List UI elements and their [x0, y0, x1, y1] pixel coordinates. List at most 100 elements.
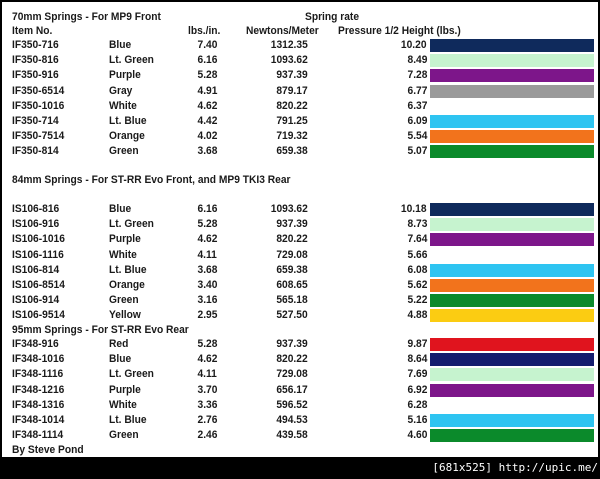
color-swatch: [430, 130, 594, 143]
item-number: IS106-814: [12, 264, 60, 276]
color-swatch: [430, 414, 594, 427]
spring-color-name: Green: [109, 294, 139, 306]
rate-newtons-m: 729.08: [276, 249, 308, 261]
spring-color-name: Orange: [109, 279, 145, 291]
rate-newtons-m: 937.39: [276, 69, 308, 81]
spring-color-name: Lt. Green: [109, 368, 154, 380]
pressure-half-height: 5.22: [407, 294, 427, 306]
item-number: IF350-916: [12, 69, 59, 81]
rate-newtons-m: 937.39: [276, 218, 308, 230]
item-number: IS106-9514: [12, 309, 65, 321]
rate-newtons-m: 659.38: [276, 145, 308, 157]
pressure-half-height: 4.60: [407, 429, 427, 441]
item-number: IF350-6514: [12, 85, 65, 97]
rate-newtons-m: 791.25: [276, 115, 308, 127]
color-swatch: [430, 338, 594, 351]
spring-color-name: White: [109, 100, 137, 112]
spring-color-name: Purple: [109, 384, 141, 396]
pressure-half-height: 6.09: [407, 115, 427, 127]
rate-lbs-in: 4.91: [197, 85, 217, 97]
pressure-half-height: 6.08: [407, 264, 427, 276]
rate-lbs-in: 3.68: [197, 264, 217, 276]
color-swatch: [430, 115, 594, 128]
color-swatch: [430, 264, 594, 277]
color-swatch: [430, 85, 594, 98]
rate-newtons-m: 656.17: [276, 384, 308, 396]
rate-lbs-in: 3.16: [197, 294, 217, 306]
section-title: 70mm Springs - For MP9 Front: [12, 11, 161, 23]
author-credit: By Steve Pond: [12, 444, 84, 456]
pressure-half-height: 5.16: [407, 414, 427, 426]
color-swatch: [430, 69, 594, 82]
rate-newtons-m: 1312.35: [271, 39, 308, 51]
spring-color-name: Lt. Green: [109, 218, 154, 230]
color-swatch: [430, 233, 594, 246]
rate-lbs-in: 4.62: [197, 100, 217, 112]
spring-color-name: Green: [109, 145, 139, 157]
rate-newtons-m: 1093.62: [271, 203, 308, 215]
rate-lbs-in: 3.36: [197, 399, 217, 411]
rate-newtons-m: 820.22: [276, 353, 308, 365]
item-number: IF350-7514: [12, 130, 65, 142]
pressure-half-height: 5.62: [407, 279, 427, 291]
pressure-half-height: 8.73: [407, 218, 427, 230]
rate-lbs-in: 5.28: [197, 218, 217, 230]
pressure-half-height: 9.87: [407, 338, 427, 350]
item-number: IF348-916: [12, 338, 59, 350]
rate-newtons-m: 608.65: [276, 279, 308, 291]
color-swatch: [430, 429, 594, 442]
pressure-half-height: 5.07: [407, 145, 427, 157]
item-number: IF348-1116: [12, 368, 64, 380]
item-number: IS106-8514: [12, 279, 65, 291]
color-swatch: [430, 294, 594, 307]
rate-newtons-m: 729.08: [276, 368, 308, 380]
rate-newtons-m: 494.53: [276, 414, 308, 426]
rate-lbs-in: 4.11: [197, 249, 217, 261]
spring-color-name: Red: [109, 338, 129, 350]
col-header-newtons: Newtons/Meter: [246, 25, 319, 37]
pressure-half-height: 6.92: [407, 384, 427, 396]
color-swatch: [430, 54, 594, 67]
color-swatch: [430, 309, 594, 322]
item-number: IF348-1014: [12, 414, 65, 426]
spring-color-name: Yellow: [109, 309, 141, 321]
pressure-half-height: 8.49: [407, 54, 427, 66]
spring-color-name: Lt. Green: [109, 54, 154, 66]
pressure-half-height: 5.54: [407, 130, 427, 142]
rate-newtons-m: 937.39: [276, 338, 308, 350]
rate-lbs-in: 4.42: [197, 115, 217, 127]
spring-color-name: Lt. Blue: [109, 264, 147, 276]
item-number: IF350-716: [12, 39, 59, 51]
col-header-item: Item No.: [12, 25, 53, 37]
pressure-half-height: 10.18: [401, 203, 427, 215]
rate-newtons-m: 820.22: [276, 100, 308, 112]
pressure-half-height: 7.28: [407, 69, 427, 81]
spring-color-name: White: [109, 399, 137, 411]
rate-newtons-m: 527.50: [276, 309, 308, 321]
spring-color-name: Lt. Blue: [109, 115, 147, 127]
spring-color-name: Blue: [109, 353, 132, 365]
pressure-half-height: 8.64: [407, 353, 427, 365]
rate-lbs-in: 7.40: [197, 39, 217, 51]
watermark-text: [681x525] http://upic.me/: [432, 461, 598, 474]
spring-rate-title: Spring rate: [305, 11, 360, 23]
item-number: IS106-1016: [12, 233, 65, 245]
section-title: 84mm Springs - For ST-RR Evo Front, and …: [12, 174, 291, 186]
item-number: IS106-816: [12, 203, 60, 215]
pressure-half-height: 6.77: [407, 85, 427, 97]
rate-newtons-m: 879.17: [276, 85, 308, 97]
rate-lbs-in: 3.40: [197, 279, 217, 291]
rate-newtons-m: 659.38: [276, 264, 308, 276]
spring-color-name: White: [109, 249, 137, 261]
item-number: IF348-1016: [12, 353, 65, 365]
spring-rate-sheet: 70mm Springs - For MP9 Front Spring rate…: [2, 2, 598, 457]
section-title: 95mm Springs - For ST-RR Evo Rear: [12, 324, 189, 336]
rate-lbs-in: 3.68: [197, 145, 217, 157]
color-swatch: [430, 249, 594, 262]
color-swatch: [430, 218, 594, 231]
color-swatch: [430, 399, 594, 412]
rate-newtons-m: 719.32: [276, 130, 308, 142]
item-number: IF348-1316: [12, 399, 65, 411]
pressure-half-height: 10.20: [401, 39, 427, 51]
pressure-half-height: 6.28: [407, 399, 427, 411]
